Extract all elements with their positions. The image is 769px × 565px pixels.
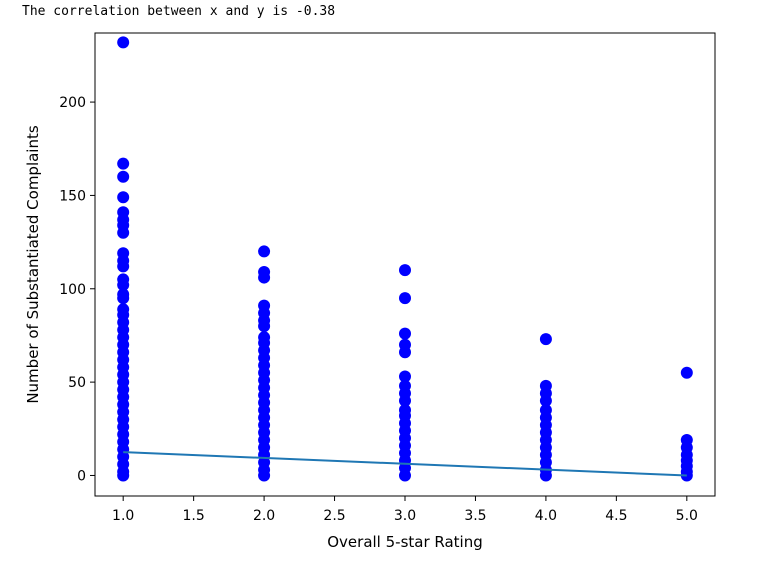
y-axis-title: Number of Substantiated Complaints (24, 125, 42, 404)
correlation-output-text: The correlation between x and y is -0.38 (22, 4, 336, 19)
scatter-point (117, 191, 130, 204)
scatter-point (399, 394, 411, 407)
x-axis: 1.0 1.5 2.0 2.5 3.0 3.5 4.0 4.5 5.0 (112, 496, 698, 524)
x-tick-label: 2.5 (323, 508, 345, 524)
scatter-point (117, 292, 130, 305)
scatter-point (117, 157, 130, 170)
y-tick-label: 200 (59, 95, 86, 111)
scatter-point (539, 394, 552, 407)
x-tick-label: 4.5 (605, 508, 627, 524)
y-tick-label: 0 (77, 468, 86, 484)
y-tick-label: 100 (59, 282, 86, 298)
scatter-point (399, 327, 411, 340)
y-axis: 0 50 100 150 200 (59, 95, 95, 484)
x-tick-label: 4.0 (535, 508, 557, 524)
scatter-point (399, 370, 411, 383)
chart-marks (117, 36, 693, 482)
scatter-point (258, 469, 271, 482)
scatter-point (117, 170, 130, 183)
scatter-point (117, 469, 130, 482)
x-tick-label: 3.5 (464, 508, 486, 524)
scatter-point (258, 245, 271, 258)
scatter-point (117, 260, 130, 273)
y-tick-label: 50 (68, 375, 86, 391)
scatter-point (117, 226, 130, 239)
x-tick-label: 1.0 (112, 508, 134, 524)
scatter-point (258, 320, 271, 333)
scatter-point (399, 346, 411, 359)
scatter-point (399, 469, 411, 482)
scatter-point (539, 333, 552, 346)
x-tick-label: 2.0 (253, 508, 275, 524)
x-tick-label: 1.5 (183, 508, 205, 524)
regression-line (123, 451, 687, 477)
scatter-point (539, 469, 552, 482)
y-tick-label: 150 (59, 188, 86, 204)
scatter-point (117, 36, 130, 49)
x-tick-label: 5.0 (676, 508, 698, 524)
scatter-point (680, 366, 693, 379)
x-axis-title: Overall 5-star Rating (327, 533, 483, 551)
scatter-point (117, 279, 130, 292)
scatter-point (399, 292, 411, 305)
x-tick-label: 3.0 (394, 508, 416, 524)
scatter-point (399, 264, 411, 277)
scatter-point (258, 271, 271, 284)
